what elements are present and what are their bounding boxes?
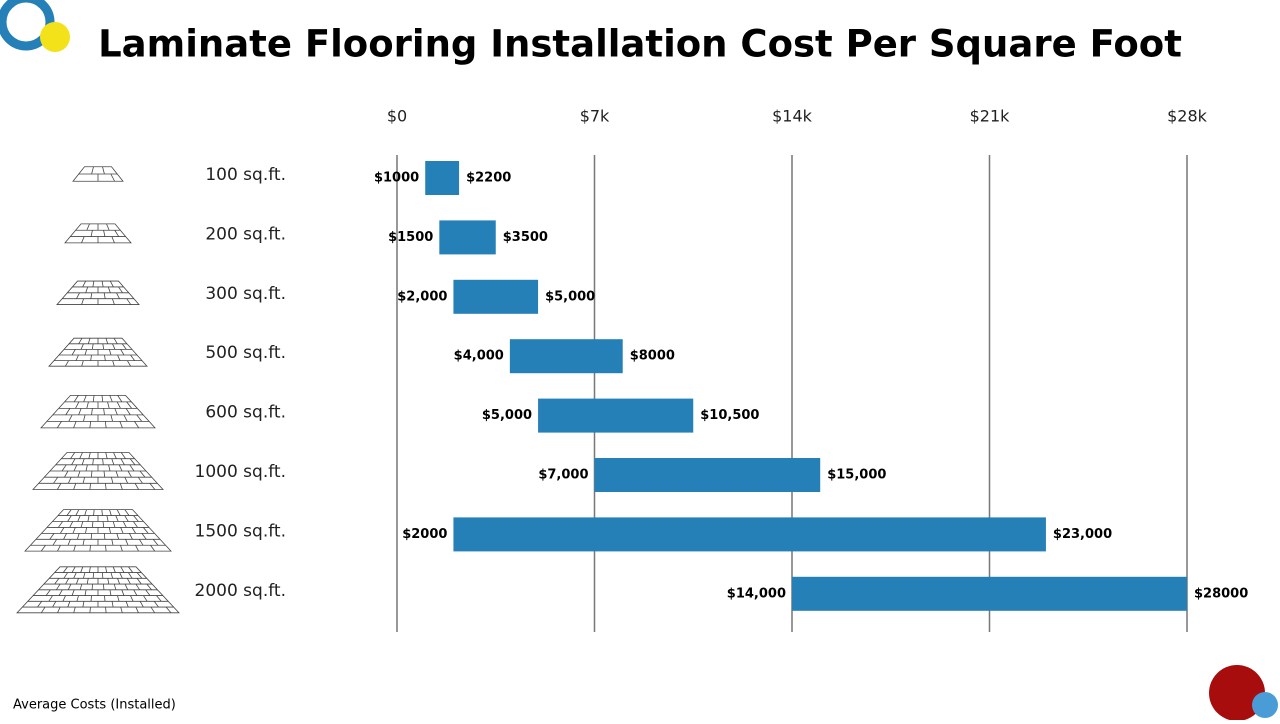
y-tick-label: 2000 sq.ft. — [195, 581, 286, 601]
logo-ring — [0, 0, 55, 51]
low-value-label: $14,000 — [727, 586, 786, 601]
high-value-label: $2200 — [466, 171, 511, 186]
high-value-label: $8000 — [630, 349, 675, 364]
logo-dot — [40, 22, 70, 52]
corner-dot — [1209, 665, 1265, 721]
low-value-label: $5,000 — [482, 408, 532, 423]
bar — [425, 161, 460, 195]
low-value-label: $2,000 — [397, 289, 447, 304]
x-tick-label: $7k — [580, 107, 610, 126]
low-value-label: $7,000 — [538, 468, 588, 483]
y-tick-label: 200 sq.ft. — [205, 224, 286, 244]
high-value-label: $28000 — [1194, 586, 1248, 601]
bar — [792, 576, 1187, 611]
low-value-label: $4,000 — [454, 349, 504, 364]
bar — [453, 279, 539, 314]
high-value-label: $5,000 — [545, 289, 595, 304]
floor-icon — [72, 166, 124, 182]
corner-dot-small — [1252, 692, 1278, 718]
y-tick-label: 500 sq.ft. — [205, 343, 286, 363]
footnote: Average Costs (Installed) — [13, 698, 176, 713]
floor-icon — [24, 509, 172, 552]
y-tick-label: 300 sq.ft. — [205, 284, 286, 304]
x-tick-label: $21k — [970, 107, 1011, 126]
low-value-label: $2000 — [402, 527, 447, 542]
high-value-label: $23,000 — [1053, 527, 1112, 542]
y-tick-label: 100 sq.ft. — [205, 165, 286, 185]
y-tick-label: 1000 sq.ft. — [195, 462, 286, 482]
floor-icon — [16, 566, 180, 614]
floor-icon — [32, 452, 164, 490]
high-value-label: $15,000 — [827, 468, 886, 483]
floor-icon — [56, 280, 140, 305]
y-tick-label: 1500 sq.ft. — [195, 521, 286, 541]
floor-icon — [48, 337, 148, 367]
bar — [453, 517, 1046, 552]
bar — [594, 458, 821, 492]
low-value-label: $1000 — [374, 171, 419, 186]
floor-icon — [64, 223, 132, 244]
bar — [538, 398, 694, 433]
chart-title: Laminate Flooring Installation Cost Per … — [98, 23, 1182, 66]
floor-icon — [40, 394, 156, 429]
x-tick-label: $28k — [1167, 107, 1208, 126]
bar — [509, 339, 623, 374]
high-value-label: $3500 — [503, 230, 548, 245]
y-tick-label: 600 sq.ft. — [205, 403, 286, 423]
x-tick-label: $14k — [772, 107, 813, 126]
x-tick-label: $0 — [387, 107, 407, 126]
high-value-label: $10,500 — [700, 408, 759, 423]
low-value-label: $1500 — [388, 230, 433, 245]
bar — [439, 220, 496, 255]
